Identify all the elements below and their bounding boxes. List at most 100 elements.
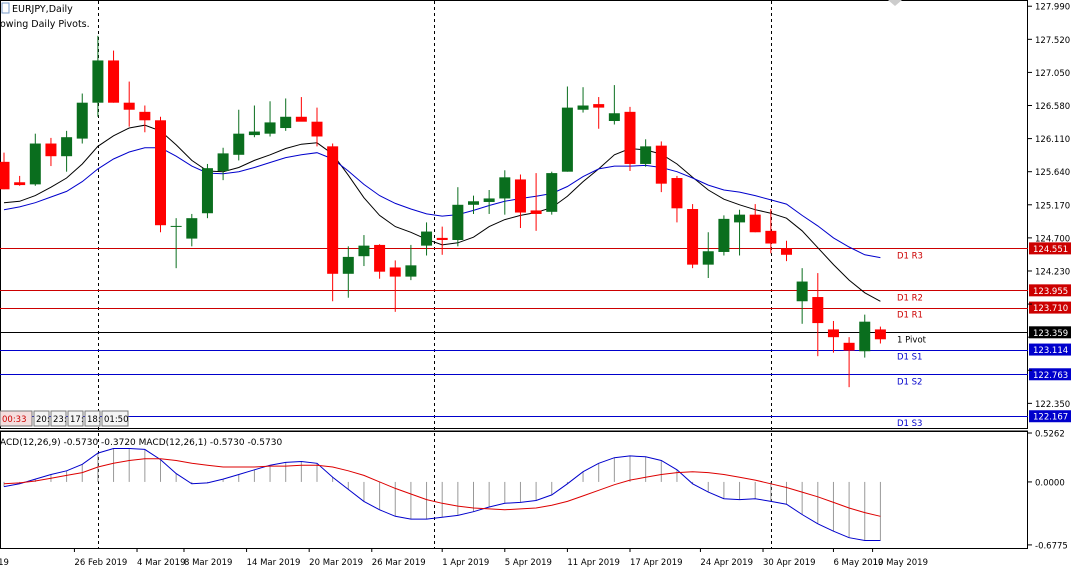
candle xyxy=(468,195,479,214)
candle-body xyxy=(405,265,417,277)
timer-box xyxy=(0,410,33,427)
candle-body xyxy=(123,102,135,110)
candle xyxy=(186,213,198,247)
candle xyxy=(295,97,307,122)
window-icon xyxy=(1,2,10,14)
timer-box xyxy=(33,410,50,427)
candle xyxy=(327,143,339,302)
candle xyxy=(108,50,120,103)
candle-body xyxy=(342,256,354,274)
candle-body xyxy=(593,104,605,108)
candle xyxy=(671,175,683,223)
price-axis: 127.990 127.520 127.050 126.580 126.110 125.6… xyxy=(1028,3,1070,410)
candle xyxy=(155,116,166,233)
candle xyxy=(702,232,714,279)
candle-body xyxy=(264,122,276,134)
pivot-price-tag xyxy=(1029,410,1071,423)
candle xyxy=(405,244,417,281)
candle xyxy=(561,86,573,172)
candle xyxy=(248,105,260,138)
candle-body xyxy=(421,231,433,246)
time-tick-label: 26 Feb 2019 xyxy=(74,558,127,568)
timer-box-label: 17: xyxy=(70,415,84,425)
candle xyxy=(608,85,620,125)
price-tick-label: 126.580 xyxy=(1035,102,1070,112)
pivot-line-label: D1 R2 xyxy=(897,293,923,303)
candle xyxy=(514,174,526,229)
price-tick-label: 127.050 xyxy=(1035,69,1070,79)
candle xyxy=(781,240,792,262)
chart-header: EURJPY,Daily owing Daily Pivots. xyxy=(0,2,90,30)
symbol-label: EURJPY,Daily xyxy=(12,4,73,15)
price-tick-label: 125.170 xyxy=(1035,201,1070,211)
pivot-price-tag-label: 123.710 xyxy=(1033,304,1068,314)
pivot-price-tag-label: 123.114 xyxy=(1033,346,1068,356)
candle xyxy=(593,97,605,129)
time-tick-label: 8 Mar 2019 xyxy=(184,558,232,568)
price-tick-label: 124.700 xyxy=(1035,234,1070,244)
macd-tick-label: 0.0000 xyxy=(1035,478,1065,488)
candle-body xyxy=(280,116,292,129)
candle-body xyxy=(14,182,26,186)
timer-box xyxy=(67,410,84,427)
candle-body xyxy=(655,145,667,184)
timer-box-label: 18: xyxy=(87,415,101,425)
macd-line xyxy=(3,448,881,541)
candle xyxy=(233,109,245,161)
candle xyxy=(436,226,448,255)
candle xyxy=(374,244,386,279)
pivot-price-tag-label: 124.551 xyxy=(1033,245,1068,255)
candle-body xyxy=(608,113,620,121)
candle xyxy=(843,337,855,388)
candle xyxy=(311,107,323,147)
pivot-price-tag xyxy=(1029,368,1071,381)
pivot-price-tag-label: 123.955 xyxy=(1033,287,1068,297)
pivot-price-tag-label: 122.167 xyxy=(1033,413,1068,423)
pivot-price-tag xyxy=(1029,301,1071,314)
candle-body xyxy=(374,244,386,272)
candle-body xyxy=(233,133,245,155)
candle-body xyxy=(45,143,57,157)
candle xyxy=(640,139,652,167)
candle xyxy=(280,98,292,131)
candle xyxy=(530,173,542,231)
candle xyxy=(0,152,10,190)
candle-body xyxy=(201,168,213,214)
timer-box xyxy=(84,410,101,427)
price-tick-label: 126.110 xyxy=(1035,135,1070,145)
timer-box-label: 00:33 xyxy=(2,415,27,425)
pivot-price-tag-label: 123.359 xyxy=(1033,329,1068,339)
candle-body xyxy=(295,116,307,122)
candle-body xyxy=(389,267,401,277)
candle xyxy=(718,215,730,256)
candle-body xyxy=(874,329,886,340)
candle xyxy=(170,218,182,269)
signal-line xyxy=(3,458,881,517)
time-tick-label: Feb 2019 xyxy=(0,558,9,568)
candle xyxy=(45,137,57,167)
candle-body xyxy=(687,209,699,265)
indicator-label: owing Daily Pivots. xyxy=(0,19,90,30)
candle-body xyxy=(139,111,151,121)
candle-body xyxy=(468,201,479,205)
candle xyxy=(92,35,104,117)
time-tick-label: 5 Apr 2019 xyxy=(505,558,552,568)
candle-body xyxy=(530,210,542,214)
time-tick-label: 10 May 2019 xyxy=(873,558,928,568)
candle-body xyxy=(577,105,589,110)
timer-box-label: 20: xyxy=(36,415,50,425)
candle-body xyxy=(671,178,683,209)
candle xyxy=(139,105,151,133)
shift-marker-icon[interactable] xyxy=(888,0,902,6)
price-panel-frame xyxy=(0,0,1028,429)
pivot-price-tag xyxy=(1029,242,1071,255)
candlesticks xyxy=(0,35,886,388)
candle-body xyxy=(781,248,792,255)
candle xyxy=(452,187,464,247)
price-tick-label: 127.990 xyxy=(1035,3,1070,13)
candle-body xyxy=(108,60,120,103)
candle-body xyxy=(796,281,808,302)
candle xyxy=(389,260,401,312)
candle-body xyxy=(483,198,495,202)
